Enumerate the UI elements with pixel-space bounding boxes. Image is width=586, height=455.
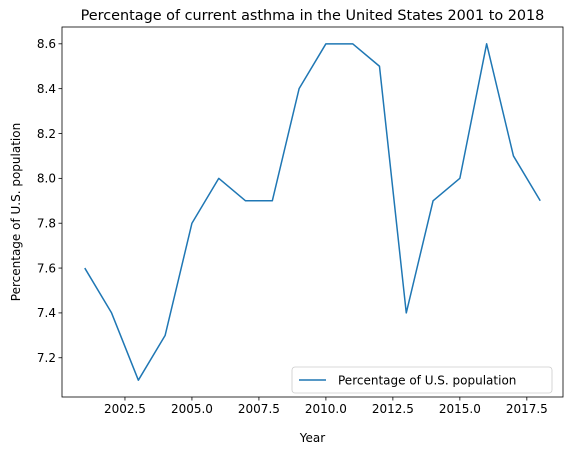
legend-box	[291, 366, 553, 394]
y-tick-label: 8.6	[37, 37, 56, 51]
y-tick-label: 8.4	[37, 82, 56, 96]
legend: Percentage of U.S. population	[291, 366, 553, 394]
y-tick-label: 8.2	[37, 127, 56, 141]
y-tick-label: 7.2	[37, 351, 56, 365]
legend-label: Percentage of U.S. population	[338, 373, 516, 387]
series-line-0	[84, 43, 541, 381]
x-tick-label: 2010.0	[305, 402, 347, 416]
x-axis-label: Year	[299, 431, 325, 445]
x-tick-label: 2002.5	[104, 402, 146, 416]
y-tick-label: 7.8	[37, 217, 56, 231]
y-tick-label: 8.0	[37, 172, 56, 186]
y-axis-label: Percentage of U.S. population	[9, 123, 23, 301]
y-tick-label: 7.4	[37, 306, 56, 320]
y-tick-label: 7.6	[37, 261, 56, 275]
y-axis: 7.2 7.4 7.6 7.8 8.0 8.2 8.4 8.6	[37, 37, 62, 365]
x-tick-label: 2017.5	[506, 402, 548, 416]
x-tick-label: 2012.5	[372, 402, 414, 416]
x-tick-label: 2015.0	[439, 402, 481, 416]
chart-title: Percentage of current asthma in the Unit…	[81, 8, 545, 24]
plot-area	[61, 26, 564, 398]
x-tick-label: 2007.5	[238, 402, 280, 416]
plot-frame	[61, 26, 564, 398]
x-tick-label: 2005.0	[171, 402, 213, 416]
x-axis: 2002.5 2005.0 2007.5 2010.0 2012.5 2015.0 2017…	[104, 397, 548, 416]
